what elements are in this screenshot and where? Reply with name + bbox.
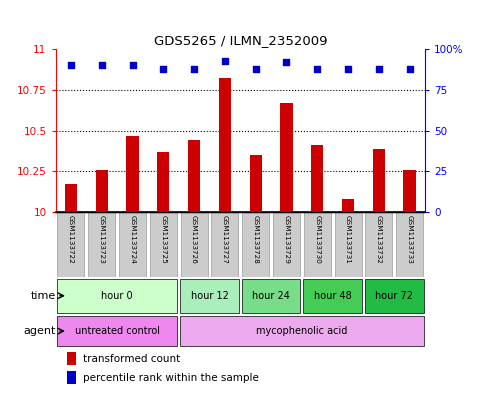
Text: transformed count: transformed count [83, 354, 181, 364]
Bar [88, 212, 115, 277]
Bar [67, 371, 76, 384]
Text: GSM1133724: GSM1133724 [129, 215, 136, 264]
Text: GSM1133732: GSM1133732 [376, 215, 382, 264]
Bar [96, 170, 108, 212]
Bar [403, 170, 416, 212]
Bar [335, 212, 362, 277]
Bar [396, 212, 423, 277]
Bar [342, 199, 354, 212]
Text: hour 48: hour 48 [314, 291, 352, 301]
Bar [311, 145, 324, 212]
Bar [57, 212, 85, 277]
Text: agent: agent [23, 326, 56, 336]
Bar [365, 212, 392, 277]
Text: time: time [30, 291, 56, 301]
Bar [181, 212, 208, 277]
Bar [57, 279, 177, 312]
Bar [280, 103, 293, 212]
Text: hour 24: hour 24 [252, 291, 290, 301]
Bar [242, 212, 269, 277]
Point [128, 62, 136, 69]
Bar [65, 184, 77, 212]
Point [98, 62, 106, 69]
Point [221, 57, 229, 64]
Bar [150, 212, 177, 277]
Point [344, 66, 352, 72]
Point [67, 62, 75, 69]
Text: GSM1133733: GSM1133733 [407, 215, 412, 264]
Text: GSM1133729: GSM1133729 [284, 215, 289, 264]
Bar [273, 212, 300, 277]
Bar [157, 152, 170, 212]
Point [252, 66, 259, 72]
Bar [127, 136, 139, 212]
Bar [373, 149, 385, 212]
Text: mycophenolic acid: mycophenolic acid [256, 326, 348, 336]
Point [159, 66, 167, 72]
Bar [119, 212, 146, 277]
Text: percentile rank within the sample: percentile rank within the sample [83, 373, 259, 382]
Text: GSM1133727: GSM1133727 [222, 215, 228, 264]
Text: GSM1133726: GSM1133726 [191, 215, 197, 264]
Bar [180, 316, 424, 346]
Text: hour 0: hour 0 [101, 291, 133, 301]
Text: GSM1133731: GSM1133731 [345, 215, 351, 264]
Bar [180, 279, 239, 312]
Bar [57, 316, 177, 346]
Bar [212, 212, 239, 277]
Title: GDS5265 / ILMN_2352009: GDS5265 / ILMN_2352009 [154, 33, 327, 46]
Text: GSM1133728: GSM1133728 [253, 215, 259, 264]
Text: GSM1133723: GSM1133723 [99, 215, 105, 264]
Point [190, 66, 198, 72]
Text: hour 12: hour 12 [191, 291, 228, 301]
Text: GSM1133725: GSM1133725 [160, 215, 166, 264]
Point [406, 66, 413, 72]
Bar [303, 279, 362, 312]
Bar [242, 279, 300, 312]
Bar [67, 352, 76, 365]
Point [375, 66, 383, 72]
Bar [219, 79, 231, 212]
Text: hour 72: hour 72 [375, 291, 413, 301]
Bar [304, 212, 331, 277]
Point [283, 59, 290, 65]
Bar [188, 140, 200, 212]
Bar [365, 279, 424, 312]
Text: untreated control: untreated control [75, 326, 159, 336]
Bar [250, 155, 262, 212]
Point [313, 66, 321, 72]
Text: GSM1133722: GSM1133722 [68, 215, 74, 264]
Text: GSM1133730: GSM1133730 [314, 215, 320, 264]
